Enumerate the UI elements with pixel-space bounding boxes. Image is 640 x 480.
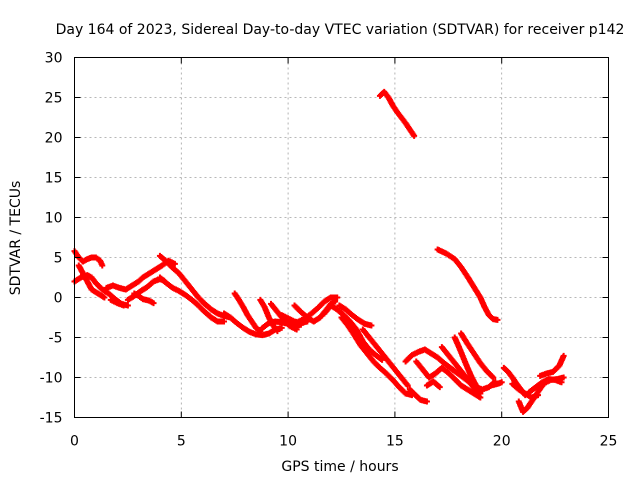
series-arc-33 bbox=[537, 352, 567, 379]
data-point bbox=[490, 374, 497, 381]
series-arc-8 bbox=[156, 274, 228, 325]
series-arc-6 bbox=[131, 290, 157, 307]
series-arc-32 bbox=[515, 374, 567, 415]
series-arc-12 bbox=[257, 296, 281, 335]
x-tick-label: 5 bbox=[177, 434, 186, 450]
series-arc-28 bbox=[438, 344, 484, 397]
series-arc-17 bbox=[336, 302, 375, 329]
x-tick-label: 10 bbox=[279, 434, 297, 450]
data-point bbox=[494, 316, 501, 323]
data-point bbox=[379, 356, 386, 363]
data-point bbox=[257, 328, 264, 335]
y-tick-label: -15 bbox=[40, 411, 63, 427]
x-axis-label: GPS time / hours bbox=[281, 459, 398, 475]
axis-ticks: 0 5 10 15 20 25 -15 -10 -5 0 5 10 15 20 25 30 bbox=[40, 51, 618, 450]
series-arc-22 bbox=[413, 358, 484, 401]
series-arc-20 bbox=[376, 88, 418, 139]
data-point bbox=[411, 132, 418, 139]
x-tick-label: 20 bbox=[493, 434, 511, 450]
series-arc-13 bbox=[268, 300, 300, 333]
y-tick-label: 10 bbox=[45, 211, 63, 227]
y-tick-label: 5 bbox=[54, 251, 63, 267]
series-arc-23 bbox=[423, 378, 443, 391]
plot-frame bbox=[74, 57, 609, 418]
series-arc-29 bbox=[488, 379, 505, 389]
series-arc-34 bbox=[526, 376, 565, 395]
y-tick-label: 30 bbox=[45, 51, 63, 67]
y-tick-label: 25 bbox=[45, 91, 63, 107]
data-point bbox=[120, 302, 127, 309]
y-tick-label: 20 bbox=[45, 131, 63, 147]
x-tick-label: 0 bbox=[70, 434, 79, 450]
series-arc-19 bbox=[359, 326, 411, 389]
series-arc-24 bbox=[406, 386, 430, 405]
data-point bbox=[368, 322, 375, 329]
series-arc-4 bbox=[103, 257, 178, 293]
data-point bbox=[334, 294, 341, 301]
data-point bbox=[436, 384, 443, 391]
series-arc-18 bbox=[338, 314, 415, 399]
series-arc-36 bbox=[278, 312, 311, 327]
data-point bbox=[221, 318, 228, 325]
x-tick-label: 15 bbox=[386, 434, 404, 450]
data-point bbox=[404, 382, 411, 389]
data-point bbox=[278, 324, 285, 331]
x-tick-label: 25 bbox=[600, 434, 618, 450]
series-arc-3 bbox=[75, 262, 108, 301]
chart-title: Day 164 of 2023, Sidereal Day-to-day VTE… bbox=[56, 22, 625, 38]
y-axis-label: SDTVAR / TECUs bbox=[8, 181, 24, 296]
data-point bbox=[274, 328, 281, 335]
data-point bbox=[423, 398, 430, 405]
data-point bbox=[304, 318, 311, 325]
data-point bbox=[560, 374, 567, 381]
series-arc-35 bbox=[107, 296, 127, 309]
data-points bbox=[71, 88, 567, 415]
series-arc-25 bbox=[434, 246, 501, 323]
data-point bbox=[171, 260, 178, 267]
y-tick-label: 0 bbox=[54, 291, 63, 307]
data-point bbox=[99, 262, 106, 269]
data-point bbox=[477, 390, 484, 397]
y-tick-label: -5 bbox=[49, 331, 63, 347]
data-point bbox=[558, 379, 565, 386]
y-tick-label: -10 bbox=[40, 371, 63, 387]
y-tick-label: 15 bbox=[45, 171, 63, 187]
series-arc-27 bbox=[458, 330, 497, 381]
data-point bbox=[293, 326, 300, 333]
series-arc-10 bbox=[231, 290, 264, 335]
data-point bbox=[560, 352, 567, 359]
series-arc-26 bbox=[451, 334, 480, 389]
data-point bbox=[150, 300, 157, 307]
data-point bbox=[498, 379, 505, 386]
gridlines bbox=[74, 57, 609, 418]
data-point bbox=[101, 294, 108, 301]
